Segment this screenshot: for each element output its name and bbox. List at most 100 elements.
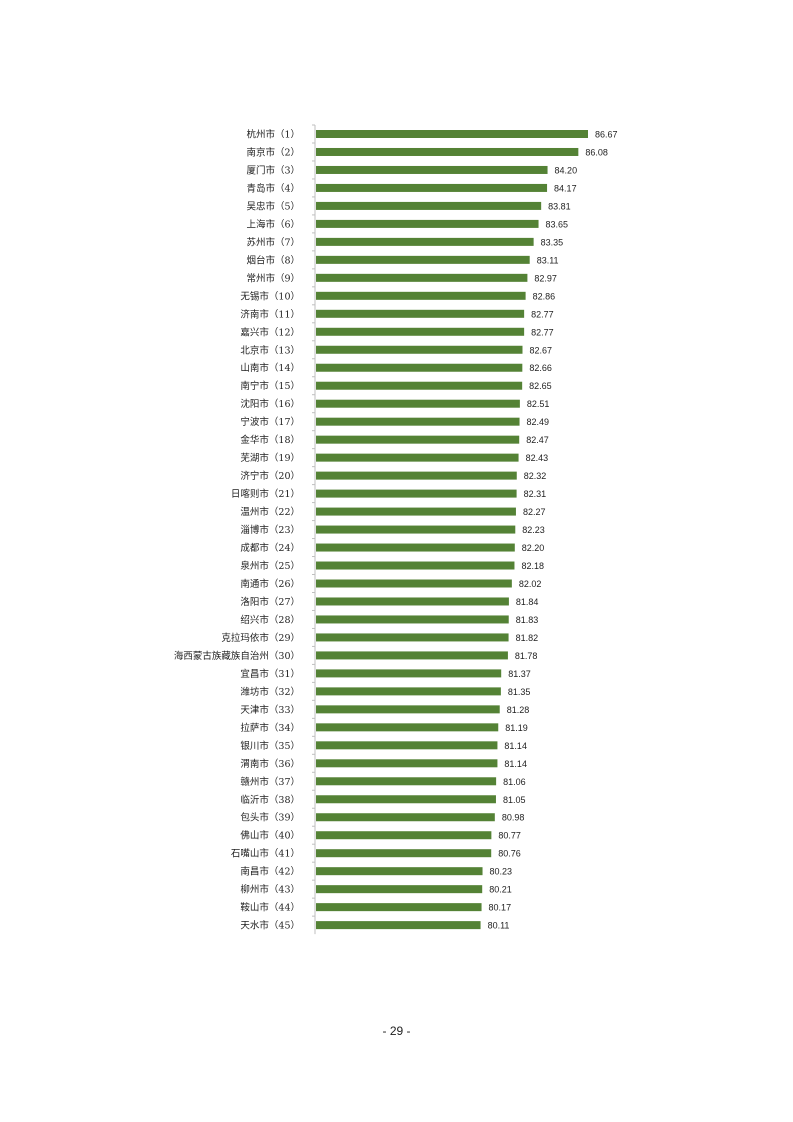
category-label: 南京市（2）	[246, 146, 300, 158]
data-label: 82.97	[534, 273, 557, 283]
bar	[316, 561, 515, 570]
bar	[316, 903, 482, 912]
category-label: 杭州市（1）	[246, 129, 300, 141]
bar	[316, 273, 528, 282]
data-label: 83.65	[546, 219, 569, 229]
data-label: 80.98	[502, 813, 525, 823]
data-label: 80.23	[490, 867, 513, 877]
category-label: 宜昌市（31）	[240, 668, 300, 680]
category-label: 芜湖市（19）	[240, 452, 300, 464]
bar	[316, 615, 509, 624]
bar	[316, 831, 492, 840]
bar	[316, 130, 588, 138]
data-label: 82.32	[524, 471, 547, 481]
bar	[316, 399, 520, 408]
bar	[316, 435, 520, 444]
category-label: 克拉玛依市（29）	[221, 632, 300, 644]
bar	[316, 849, 492, 858]
data-label: 81.28	[507, 705, 530, 715]
data-label: 81.05	[503, 795, 526, 805]
bar	[316, 345, 523, 354]
data-label: 82.31	[524, 489, 547, 499]
data-label: 82.43	[526, 453, 549, 463]
category-label: 济宁市（20）	[240, 470, 300, 482]
bar	[316, 723, 499, 732]
category-label: 青岛市（4）	[246, 182, 300, 194]
data-label: 82.47	[526, 435, 549, 445]
data-label: 83.35	[541, 237, 564, 247]
data-label: 82.27	[523, 507, 546, 517]
category-label: 宁波市（17）	[240, 416, 300, 428]
bar	[316, 597, 509, 606]
data-label: 82.66	[529, 363, 552, 373]
data-label: 83.11	[537, 255, 559, 265]
category-label: 成都市（24）	[240, 542, 300, 554]
bar	[316, 813, 495, 822]
bar	[316, 651, 508, 660]
category-label: 包头市（39）	[240, 812, 300, 824]
data-label: 80.77	[498, 831, 521, 841]
bar	[316, 741, 498, 750]
category-label: 烟台市（8）	[246, 254, 300, 266]
data-label: 82.77	[531, 309, 554, 319]
data-label: 83.81	[548, 201, 571, 211]
data-label: 84.20	[555, 165, 578, 175]
category-label: 嘉兴市（12）	[240, 326, 300, 338]
data-label: 80.17	[489, 903, 512, 913]
category-label: 常州市（9）	[246, 272, 300, 284]
category-label: 柳州市（43）	[240, 884, 300, 896]
bar	[316, 255, 530, 264]
data-label: 81.14	[504, 741, 527, 751]
bar	[316, 543, 515, 552]
category-label: 淄博市（23）	[240, 524, 300, 536]
bar	[316, 795, 496, 804]
data-label: 82.67	[529, 345, 552, 355]
data-label: 84.17	[554, 183, 577, 193]
category-label: 赣州市（37）	[240, 776, 300, 788]
category-label: 泉州市（25）	[240, 560, 300, 572]
bar	[316, 327, 525, 336]
data-label: 81.35	[508, 687, 531, 697]
bar	[316, 363, 523, 372]
bar	[316, 687, 501, 696]
category-label: 沈阳市（16）	[240, 398, 300, 410]
bar	[316, 201, 542, 210]
category-label: 拉萨市（34）	[240, 722, 300, 734]
bar	[316, 309, 525, 318]
category-label: 上海市（6）	[246, 218, 300, 230]
category-label: 海西蒙古族藏族自治州（30）	[174, 650, 300, 662]
data-label: 82.20	[522, 543, 545, 553]
category-label: 佛山市（40）	[240, 830, 300, 842]
data-label: 81.06	[503, 777, 526, 787]
bar	[316, 489, 517, 498]
bar	[316, 183, 548, 192]
data-label: 80.21	[489, 885, 512, 895]
category-label: 吴忠市（5）	[246, 200, 300, 212]
bar	[316, 381, 523, 390]
data-label: 82.86	[533, 291, 556, 301]
category-label: 苏州市（7）	[246, 236, 300, 248]
category-label: 金华市（18）	[240, 434, 300, 446]
data-label: 82.51	[527, 399, 550, 409]
data-label: 82.65	[529, 381, 552, 391]
data-label: 81.78	[515, 651, 538, 661]
bar	[316, 705, 500, 714]
category-label: 南宁市（15）	[240, 380, 300, 392]
category-label: 厦门市（3）	[246, 164, 300, 176]
category-label: 渭南市（36）	[240, 758, 300, 770]
data-label: 82.02	[519, 579, 542, 589]
bar	[316, 219, 539, 228]
category-label: 北京市（13）	[240, 344, 300, 356]
bar	[316, 525, 516, 534]
category-label: 天津市（33）	[240, 704, 300, 716]
data-label: 81.37	[508, 669, 531, 679]
category-label: 潍坊市（32）	[240, 686, 300, 698]
data-label: 80.76	[498, 849, 521, 859]
bar	[316, 147, 579, 156]
category-label: 南通市（26）	[240, 578, 300, 590]
bar	[316, 669, 502, 678]
page-number: - 29 -	[382, 1024, 411, 1038]
category-label: 日喀则市（21）	[231, 488, 300, 500]
data-label: 82.77	[531, 327, 554, 337]
